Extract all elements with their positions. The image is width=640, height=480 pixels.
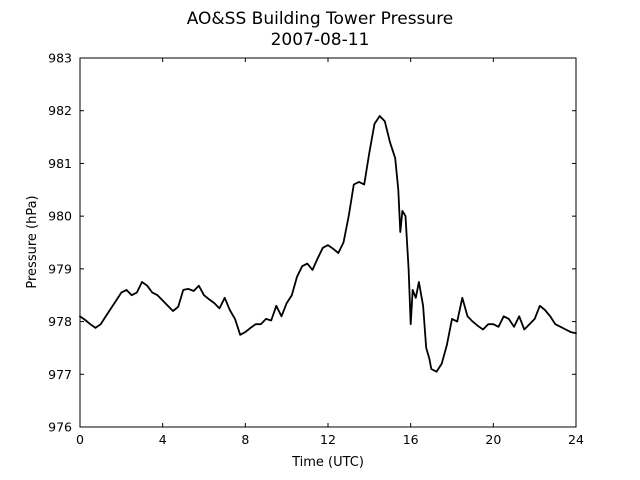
x-tick-label: 16: [403, 432, 419, 447]
chart-subtitle: 2007-08-11: [271, 30, 370, 50]
chart-title: AO&SS Building Tower Pressure: [187, 9, 454, 29]
x-tick-label: 0: [76, 432, 84, 447]
y-tick-label: 983: [48, 51, 72, 66]
x-axis-label: Time (UTC): [291, 455, 364, 470]
plot-frame: [79, 57, 577, 428]
x-tick-label: 12: [320, 432, 336, 447]
y-tick-label: 977: [48, 367, 72, 382]
y-tick-label: 979: [48, 261, 72, 276]
axis-ticks: [79, 57, 577, 428]
pressure-series-line: [79, 115, 577, 373]
x-tick-label: 24: [568, 432, 584, 447]
y-tick-label: 981: [48, 156, 72, 171]
x-tick-label: 4: [159, 432, 167, 447]
y-axis-label: Pressure (hPa): [25, 195, 40, 288]
y-tick-label: 978: [48, 314, 72, 329]
tick-labels: 0 4 8 12 16 20 24 976 977 978 979 980 981 982 983: [48, 51, 584, 448]
y-tick-label: 982: [48, 103, 72, 118]
x-tick-label: 20: [485, 432, 501, 447]
y-tick-label: 980: [48, 209, 72, 224]
x-tick-label: 8: [241, 432, 249, 447]
y-tick-label: 976: [48, 420, 72, 435]
